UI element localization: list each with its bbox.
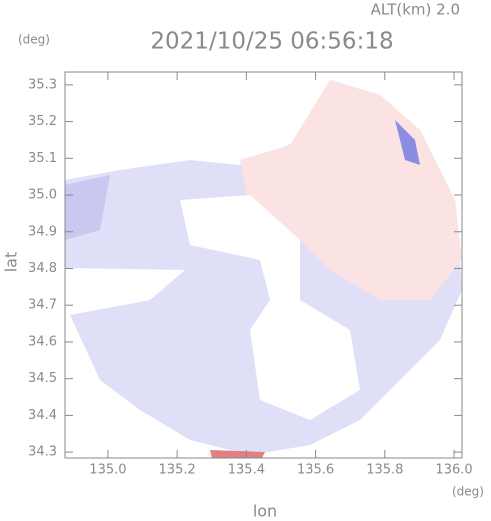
y-tick-label: 35.1 xyxy=(28,151,57,166)
red-patch xyxy=(210,450,265,458)
x-tick-label: 135.0 xyxy=(89,463,126,478)
y-tick-label: 34.8 xyxy=(28,261,57,276)
altitude-label: ALT(km) 2.0 xyxy=(371,1,460,19)
y-tick-label: 34.9 xyxy=(28,224,57,239)
y-tick-label: 34.5 xyxy=(28,371,57,386)
y-tick-label: 34.7 xyxy=(28,298,57,313)
x-tick-label: 135.4 xyxy=(228,463,265,478)
y-axis-label: lat xyxy=(2,252,21,273)
x-unit: (deg) xyxy=(452,485,484,499)
x-tick-label: 135.6 xyxy=(297,463,334,478)
y-tick-label: 34.6 xyxy=(28,334,57,349)
x-axis-label: lon xyxy=(253,502,277,521)
y-unit: (deg) xyxy=(18,33,50,47)
velocity-field xyxy=(65,80,462,458)
x-tick-label: 135.8 xyxy=(366,463,403,478)
y-tick-label: 35.3 xyxy=(28,77,57,92)
chart-title: 2021/10/25 06:56:18 xyxy=(150,29,393,55)
x-tick-label: 136.0 xyxy=(435,463,472,478)
y-tick-label: 34.4 xyxy=(28,408,57,423)
no-echo-region xyxy=(180,195,360,420)
blue-patch xyxy=(395,120,420,165)
plot-frame xyxy=(64,71,463,459)
blue-patch xyxy=(65,175,110,240)
y-tick-label: 34.3 xyxy=(28,445,57,460)
x-tick-label: 135.2 xyxy=(159,463,196,478)
y-tick-label: 35.0 xyxy=(28,188,57,203)
y-tick-label: 35.2 xyxy=(28,114,57,129)
